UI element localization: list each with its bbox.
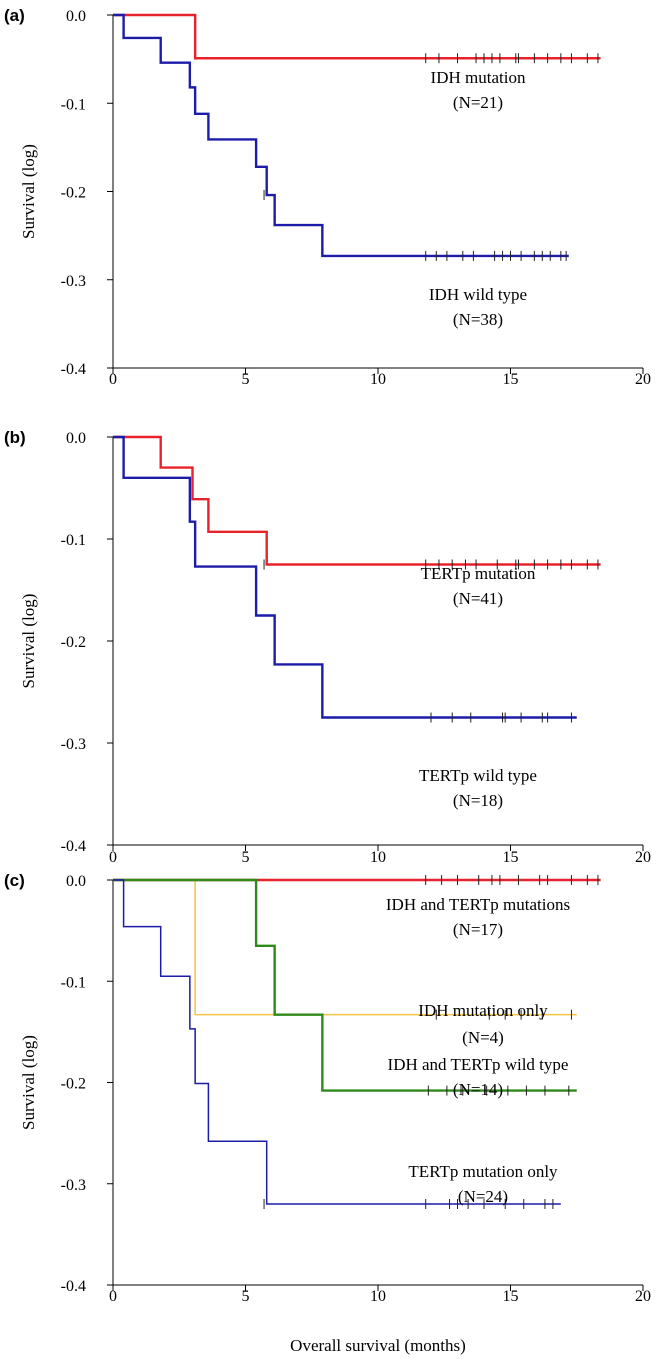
y-tick-label: -0.3 [61, 273, 86, 290]
y-tick-label: -0.2 [61, 634, 86, 651]
series-label: IDH mutation only [418, 1001, 548, 1020]
panel-label: (a) [4, 6, 25, 25]
y-tick-label: -0.1 [61, 532, 86, 549]
y-tick-label: -0.3 [61, 1177, 86, 1194]
series-idh-and-tertp-mutations: IDH and TERTp mutations (N=17) [113, 875, 601, 939]
series-idh-and-tertp-wild-type: IDH and TERTp wild type (N=14) [113, 878, 577, 1099]
series-n-label: (N=21) [453, 93, 503, 112]
series-n-label: (N=41) [453, 589, 503, 608]
series-n-label: (N=4) [462, 1028, 504, 1047]
survival-step-line [113, 13, 601, 60]
panel-b: (b) 0.0 -0.1 -0.2 -0.3 -0.4 0 5 10 15 20 Survival (… [4, 428, 651, 866]
series-label: TERTp mutation [421, 564, 536, 583]
series-label: IDH and TERTp mutations [386, 895, 570, 914]
series-idh-mutation: IDH mutation (N=21) [113, 13, 601, 112]
y-tick-label: -0.4 [61, 361, 86, 378]
x-tick-label: 5 [242, 371, 250, 388]
x-tick-label: 20 [635, 1288, 651, 1305]
series-label: IDH mutation [431, 68, 526, 87]
x-tick-label: 20 [635, 371, 651, 388]
series-n-label: (N=24) [458, 1187, 508, 1206]
series-label: IDH and TERTp wild type [388, 1055, 569, 1074]
y-tick-label: -0.4 [61, 838, 86, 855]
y-tick-label: 0.0 [66, 430, 86, 447]
x-tick-label: 20 [635, 849, 651, 866]
y-axis-label: Survival (log) [19, 144, 38, 239]
series-tertp-mutation-only: TERTp mutation only (N=24) [113, 879, 561, 1209]
series-tertp-wild-type: TERTp wild type (N=18) [113, 435, 577, 810]
y-tick-label: -0.3 [61, 736, 86, 753]
series-n-label: (N=38) [453, 310, 503, 329]
series-tertp-mutation: TERTp mutation (N=41) [113, 435, 601, 608]
x-tick-label: 10 [370, 849, 386, 866]
y-tick-label: 0.0 [66, 873, 86, 890]
panel-a: (a) 0.0 -0.1 -0.2 -0.3 -0.4 0 5 10 15 20 Survival (… [4, 6, 651, 388]
x-tick-label: 15 [503, 371, 519, 388]
survival-step-line [113, 435, 601, 566]
survival-step-line [113, 13, 569, 258]
series-n-label: (N=18) [453, 791, 503, 810]
panel-c: (c) 0.0 -0.1 -0.2 -0.3 -0.4 0 5 10 15 20 Survival (… [4, 871, 651, 1355]
y-axis-label: Survival (log) [19, 1035, 38, 1130]
y-tick-label: -0.1 [61, 974, 86, 991]
x-tick-label: 0 [109, 1288, 117, 1305]
x-tick-label: 10 [370, 1288, 386, 1305]
x-tick-label: 10 [370, 371, 386, 388]
panel-label: (b) [4, 428, 26, 447]
series-n-label: (N=17) [453, 920, 503, 939]
series-label: TERTp mutation only [408, 1162, 558, 1181]
y-tick-label: -0.1 [61, 96, 86, 113]
y-tick-label: -0.2 [61, 185, 86, 202]
y-axis-label: Survival (log) [19, 594, 38, 689]
x-tick-label: 15 [503, 849, 519, 866]
x-axis-label: Overall survival (months) [290, 1336, 466, 1355]
x-tick-label: 0 [109, 371, 117, 388]
survival-step-line [113, 435, 577, 719]
x-tick-label: 0 [109, 849, 117, 866]
y-tick-label: 0.0 [66, 8, 86, 25]
y-tick-label: -0.2 [61, 1076, 86, 1093]
x-tick-label: 5 [242, 1288, 250, 1305]
x-tick-label: 5 [242, 849, 250, 866]
series-label: TERTp wild type [419, 766, 537, 785]
series-n-label: (N=14) [453, 1080, 503, 1099]
panel-label: (c) [4, 871, 25, 890]
survival-step-line [113, 878, 577, 1092]
y-tick-label: -0.4 [61, 1278, 86, 1295]
series-label: IDH wild type [429, 285, 527, 304]
x-tick-label: 15 [503, 1288, 519, 1305]
survival-step-line [113, 879, 561, 1205]
series-idh-wild-type: IDH wild type (N=38) [113, 13, 569, 329]
